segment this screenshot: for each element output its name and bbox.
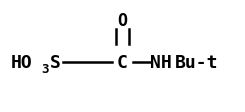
Text: HO: HO (11, 54, 33, 71)
Text: Bu-t: Bu-t (175, 54, 218, 71)
Text: S: S (50, 54, 61, 71)
Text: C: C (117, 54, 128, 71)
Text: 3: 3 (41, 63, 49, 76)
Text: NH: NH (150, 54, 172, 71)
Text: O: O (118, 12, 127, 30)
